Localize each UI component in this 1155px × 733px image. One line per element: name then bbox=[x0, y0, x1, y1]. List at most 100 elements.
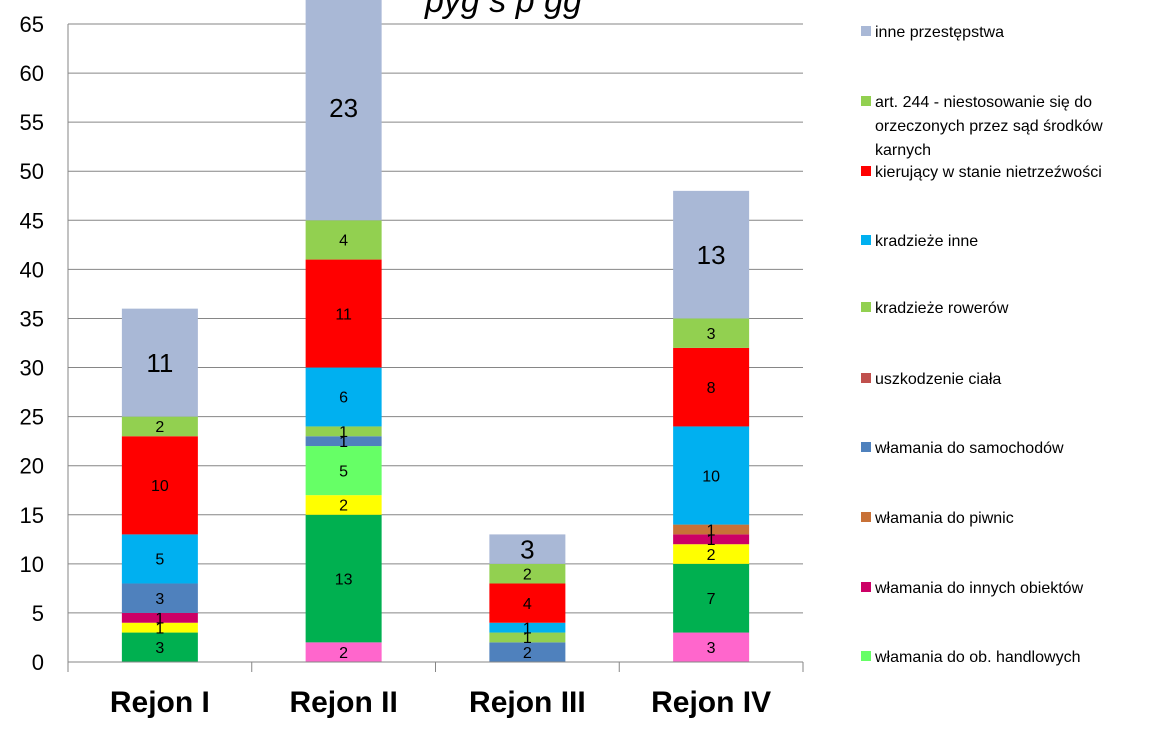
legend-label: włamania do piwnic bbox=[874, 510, 1014, 527]
bar-segment bbox=[121, 436, 198, 535]
bar-segment bbox=[489, 563, 566, 584]
bar-segment bbox=[121, 612, 198, 623]
legend-swatch bbox=[861, 235, 871, 245]
y-tick-label: 55 bbox=[20, 110, 44, 135]
bar-segment bbox=[305, 426, 382, 437]
data-label: 5 bbox=[155, 552, 164, 569]
legend-swatch bbox=[861, 302, 871, 312]
legend-label: kradzieże inne bbox=[875, 233, 978, 250]
data-label: 2 bbox=[155, 419, 164, 436]
data-label: 1 bbox=[707, 532, 716, 549]
data-label: 11 bbox=[146, 348, 173, 378]
legend-label: uszkodzenie ciała bbox=[875, 371, 1001, 388]
bar-segment bbox=[673, 632, 750, 662]
data-label: 2 bbox=[339, 498, 348, 515]
bar-segment bbox=[673, 534, 750, 545]
bar-segment bbox=[489, 534, 566, 564]
bar-segment bbox=[305, 495, 382, 515]
legend-swatch bbox=[861, 166, 871, 176]
data-label: 3 bbox=[520, 534, 534, 564]
category-label: Rejon I bbox=[110, 686, 210, 719]
y-tick-label: 50 bbox=[20, 159, 44, 184]
bar-segment bbox=[305, 0, 382, 221]
y-tick-label: 65 bbox=[20, 12, 44, 37]
data-label: 1 bbox=[707, 522, 716, 539]
legend-label: kierujący w stanie nietrzeźwości bbox=[875, 164, 1102, 181]
y-tick-label: 60 bbox=[20, 61, 44, 86]
category-label: Rejon II bbox=[289, 686, 397, 719]
data-label: 3 bbox=[155, 591, 164, 608]
legend-label: włamania do samochodów bbox=[874, 440, 1064, 457]
legend-swatch bbox=[861, 373, 871, 383]
y-tick-label: 45 bbox=[20, 208, 44, 233]
data-label: 3 bbox=[707, 640, 716, 657]
data-label: 3 bbox=[707, 326, 716, 343]
category-label: Rejon IV bbox=[651, 686, 771, 719]
data-label: 1 bbox=[523, 630, 532, 647]
y-tick-label: 20 bbox=[20, 454, 44, 479]
bar-segment bbox=[673, 544, 750, 564]
data-label: 1 bbox=[155, 620, 164, 637]
bar-segment bbox=[673, 347, 750, 427]
bar-segment bbox=[305, 642, 382, 662]
bar-segment bbox=[305, 514, 382, 643]
bar-segment bbox=[673, 190, 750, 319]
bar-segment bbox=[305, 436, 382, 447]
y-tick-label: 5 bbox=[32, 601, 44, 626]
data-label: 11 bbox=[335, 306, 352, 323]
legend-label-line: art. 244 - niestosowanie się do bbox=[875, 94, 1092, 111]
bar-segment bbox=[121, 622, 198, 633]
data-label: 5 bbox=[339, 463, 348, 480]
bar-segment bbox=[121, 416, 198, 437]
legend-label-line: karnych bbox=[875, 142, 931, 159]
data-label: 13 bbox=[697, 240, 726, 270]
bar-segment bbox=[305, 446, 382, 496]
data-label: 6 bbox=[339, 390, 348, 407]
bar-segment bbox=[121, 308, 198, 417]
bar-segment bbox=[489, 632, 566, 643]
bar-segment bbox=[121, 534, 198, 584]
legend-swatch bbox=[861, 582, 871, 592]
data-label: 10 bbox=[151, 478, 169, 495]
legend-label-line: orzeczonych przez sąd środków bbox=[875, 118, 1103, 135]
y-tick-label: 35 bbox=[20, 306, 44, 331]
data-label: 7 bbox=[707, 591, 716, 608]
legend-label: art. 244 - niestosowanie się do orzeczony… bbox=[875, 94, 1103, 159]
chart-title-fragment: pyg s p gg bbox=[424, 0, 582, 20]
data-label: 2 bbox=[707, 547, 716, 564]
data-label: 4 bbox=[339, 233, 348, 250]
bar-segment bbox=[121, 583, 198, 613]
legend-swatch bbox=[861, 512, 871, 522]
y-tick-label: 15 bbox=[20, 503, 44, 528]
bar-segment bbox=[673, 318, 750, 348]
category-label: Rejon III bbox=[469, 686, 586, 719]
data-label: 1 bbox=[339, 424, 348, 441]
data-label: 13 bbox=[335, 571, 353, 588]
data-label: 4 bbox=[523, 596, 532, 613]
legend-swatch bbox=[861, 96, 871, 106]
y-tick-label: 30 bbox=[20, 356, 44, 381]
bar-segment bbox=[305, 220, 382, 260]
data-label: 1 bbox=[339, 434, 348, 451]
bar-segment bbox=[489, 642, 566, 662]
y-tick-label: 0 bbox=[32, 650, 44, 675]
legend-swatch bbox=[861, 26, 871, 36]
legend-label: włamania do ob. handlowych bbox=[874, 649, 1080, 666]
data-label: 2 bbox=[523, 645, 532, 662]
bar-segment bbox=[489, 583, 566, 623]
y-tick-label: 25 bbox=[20, 405, 44, 430]
legend-swatch bbox=[861, 442, 871, 452]
legend: inne przestępstwa art. 244 - niestosowani… bbox=[861, 24, 1103, 666]
data-label: 2 bbox=[339, 645, 348, 662]
legend-swatch bbox=[861, 651, 871, 661]
data-label: 1 bbox=[155, 611, 164, 628]
bar-segment bbox=[305, 367, 382, 427]
legend-label: włamania do innych obiektów bbox=[874, 580, 1084, 597]
bar-segment bbox=[673, 426, 750, 525]
legend-label: inne przestępstwa bbox=[875, 24, 1004, 41]
bar-segment bbox=[673, 563, 750, 633]
